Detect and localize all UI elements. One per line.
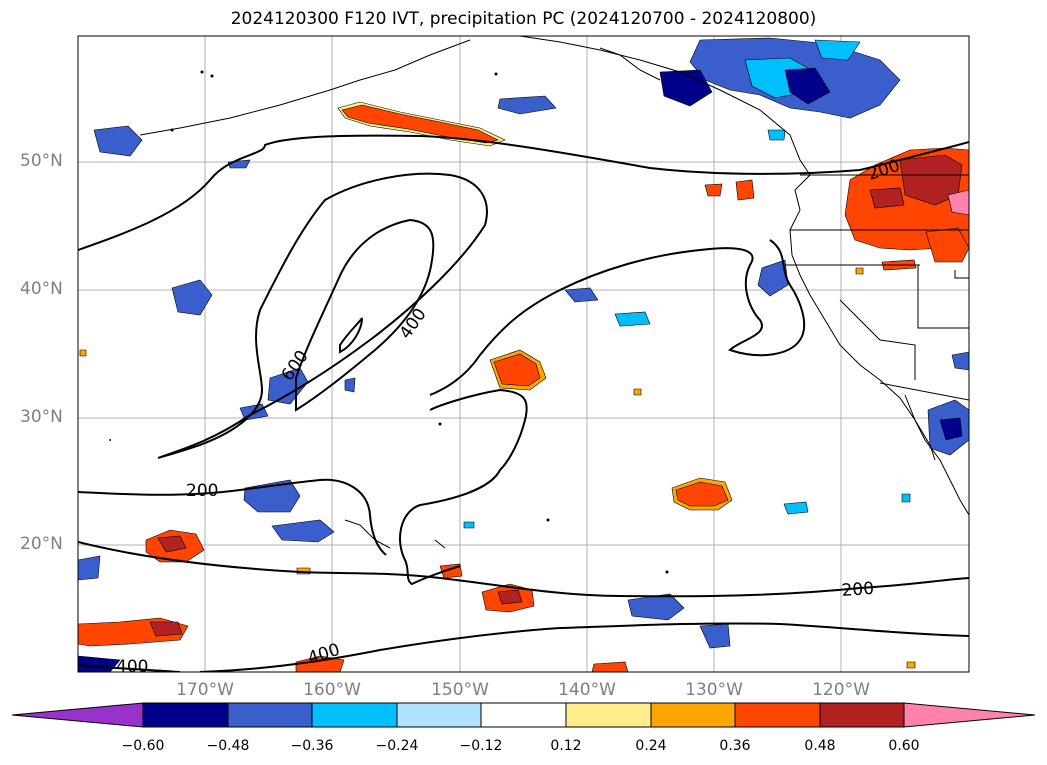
lon-label: 140°W — [558, 680, 616, 700]
colorbar-tick-label: −0.48 — [206, 738, 250, 754]
colorbar-tick-label: 0.24 — [635, 738, 667, 754]
positive-anomaly-areas — [78, 101, 969, 672]
contour-specks — [109, 70, 669, 574]
colorbar-tick-label: −0.60 — [121, 738, 165, 754]
colorbar-bin — [734, 702, 821, 728]
colorbar-bin — [311, 702, 398, 728]
contour-label: 400 — [116, 657, 148, 677]
coastlines — [139, 36, 969, 549]
lon-label: 150°W — [431, 680, 489, 700]
colorbar — [11, 702, 1036, 728]
colorbar-bin — [650, 702, 736, 728]
colorbar-bin — [819, 702, 905, 728]
colorbar-extend-low — [11, 702, 144, 728]
lon-label: 170°W — [176, 680, 234, 700]
lat-label: 50°N — [20, 151, 63, 171]
colorbar-tick-label: 0.36 — [719, 738, 751, 754]
lat-label: 40°N — [20, 279, 63, 299]
contour-label: 200 — [186, 481, 218, 501]
colorbar-tick-label: 0.48 — [804, 738, 836, 754]
colorbar-bin — [565, 702, 652, 728]
colorbar-bin — [480, 702, 567, 728]
lat-label: 20°N — [20, 534, 63, 554]
lon-label: 130°W — [685, 680, 743, 700]
lon-label: 120°W — [812, 680, 870, 700]
colorbar-extend-high — [903, 702, 1036, 728]
colorbar-tick-label: −0.12 — [459, 738, 503, 754]
colorbar-tick-label: −0.36 — [290, 738, 334, 754]
contour-label: 400 — [396, 305, 431, 343]
lat-label: 30°N — [20, 407, 63, 427]
lon-label: 160°W — [303, 680, 361, 700]
colorbar-tick-label: 0.60 — [888, 738, 920, 754]
colorbar-tick-label: 0.12 — [550, 738, 582, 754]
colorbar-bin — [227, 702, 313, 728]
colorbar-tick-label: −0.24 — [375, 738, 419, 754]
contour-label: 200 — [841, 579, 875, 601]
map-title: 2024120300 F120 IVT, precipitation PC (2… — [230, 9, 817, 29]
colorbar-bin — [396, 702, 482, 728]
map-frame — [77, 35, 970, 673]
negative-anomaly-areas — [78, 37, 969, 672]
ivt-contours — [78, 134, 969, 672]
colorbar-bin — [142, 702, 229, 728]
